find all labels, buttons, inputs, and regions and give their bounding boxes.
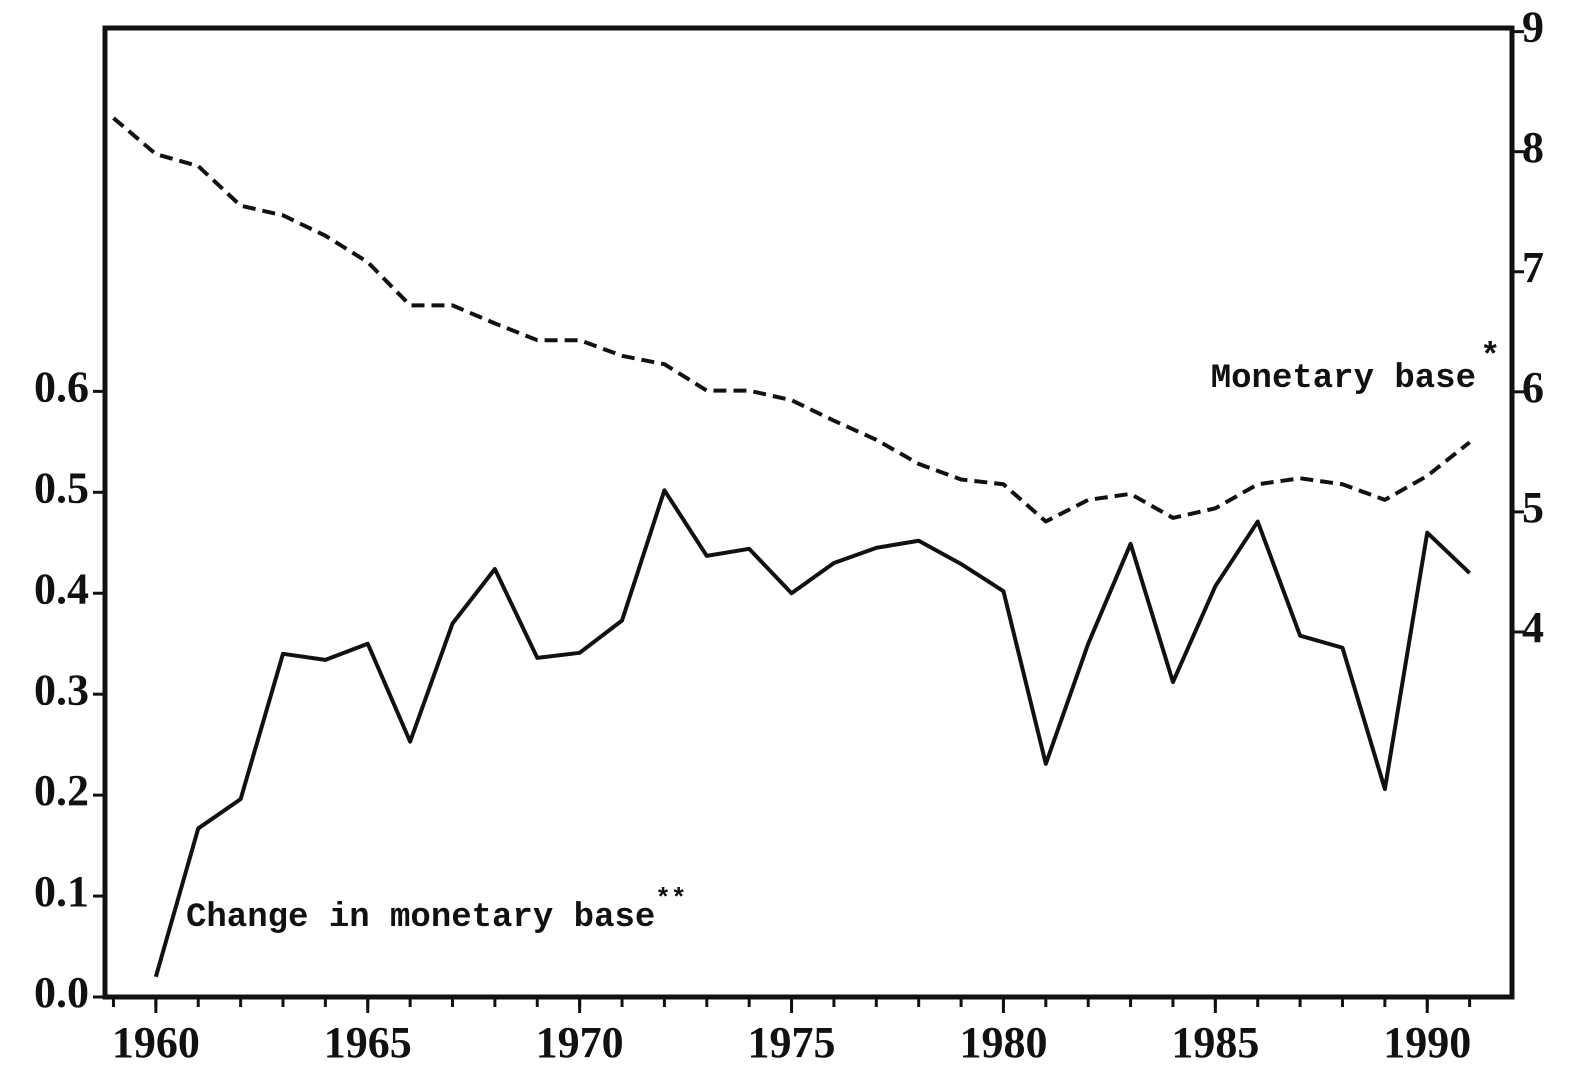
y2-tick-label: 4	[1522, 603, 1544, 652]
series-line	[112, 116, 1471, 524]
x-tick-label: 1985	[1171, 1018, 1259, 1067]
y2-tick-label: 6	[1522, 363, 1544, 412]
y2-tick-label: 5	[1522, 483, 1544, 532]
y2-tick-label: 9	[1522, 3, 1544, 52]
y-tick-label: 0.1	[34, 867, 89, 916]
y-tick-label: 0.0	[34, 968, 89, 1017]
y-tick-label: 0.4	[34, 564, 89, 613]
x-tick-label: 1965	[324, 1018, 412, 1067]
x-tick-label: 1980	[959, 1018, 1047, 1067]
x-tick-label: 1960	[112, 1018, 200, 1067]
series-name: Monetary base	[1211, 360, 1476, 398]
series-label: Change in monetary base**	[186, 884, 687, 937]
y2-tick-label: 7	[1522, 243, 1544, 292]
plot-frame	[102, 25, 1515, 1000]
y-tick-label: 0.2	[34, 766, 89, 815]
x-tick-label: 1990	[1383, 1018, 1471, 1067]
series-name: Change in monetary base	[186, 899, 655, 937]
y2-tick-label: 8	[1522, 123, 1544, 172]
series-line	[153, 488, 1471, 978]
series-note: **	[655, 884, 686, 914]
series-label: Monetary base	[1211, 360, 1476, 398]
x-tick-label: 1970	[536, 1018, 624, 1067]
x-tick-label: 1975	[748, 1018, 836, 1067]
y-tick-label: 0.3	[34, 665, 89, 714]
y-tick-label: 0.5	[34, 463, 89, 512]
y-tick-label: 0.6	[34, 362, 89, 411]
series-note: *	[1480, 339, 1500, 377]
